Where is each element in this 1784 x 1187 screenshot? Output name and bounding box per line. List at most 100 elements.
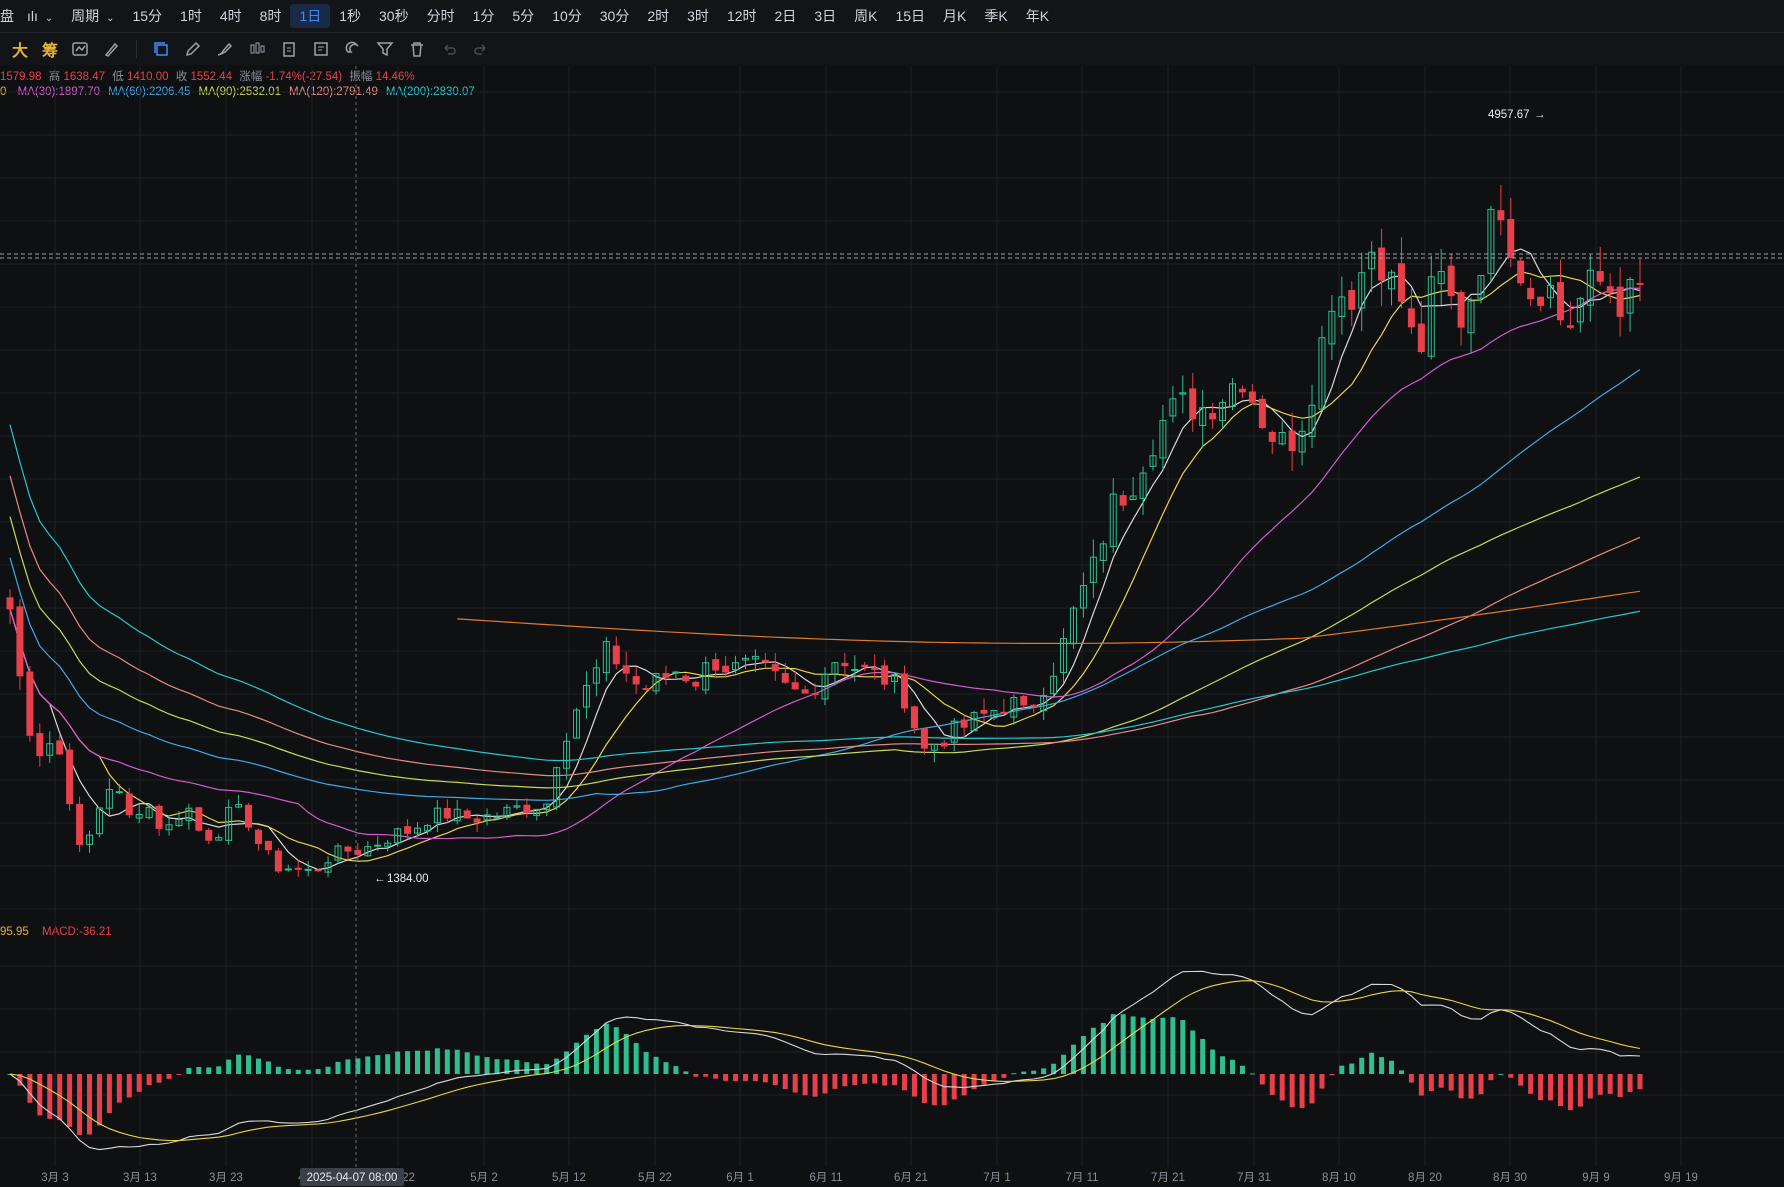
candle-body: [1209, 413, 1217, 420]
interval-21[interactable]: 年K: [1025, 8, 1050, 24]
interval-16[interactable]: 3日: [814, 8, 837, 24]
period-dropdown[interactable]: 周期 ⌄: [62, 4, 123, 28]
da-button[interactable]: 大: [12, 43, 29, 60]
chou-button[interactable]: 筹: [42, 43, 59, 60]
interval-11[interactable]: 30分: [599, 8, 630, 24]
macd-bar: [832, 1074, 838, 1089]
candle-body: [473, 818, 481, 823]
macd-bar: [1329, 1074, 1335, 1076]
pen-settings-icon[interactable]: [101, 38, 123, 60]
ma-long-line: [457, 590, 1641, 644]
x-tick-label: 7月 11: [1065, 1172, 1098, 1184]
interval-6[interactable]: 30秒: [379, 8, 409, 24]
candle-body: [354, 849, 362, 855]
interval-7[interactable]: 分时: [426, 8, 455, 24]
trash-icon[interactable]: [406, 38, 428, 60]
interval-12[interactable]: 2时: [647, 8, 670, 24]
interval-5[interactable]: 1秒: [339, 8, 362, 24]
ma-5-line: [9, 248, 1641, 871]
candle-body: [1288, 430, 1296, 452]
interval-19[interactable]: 月K: [943, 8, 967, 24]
copy-icon[interactable]: [150, 38, 172, 60]
macd-bar: [1210, 1049, 1216, 1074]
interval-13[interactable]: 3时: [687, 8, 709, 24]
interval-20[interactable]: 季K: [984, 8, 1008, 24]
macd-bar: [544, 1064, 550, 1074]
macd-bar: [474, 1055, 480, 1074]
candle-body: [1616, 286, 1624, 317]
macd-bar: [574, 1042, 580, 1074]
interval-15[interactable]: 2日: [774, 8, 797, 24]
interval-3[interactable]: 8时: [259, 8, 282, 24]
interval-17[interactable]: 周K: [854, 8, 878, 24]
candle-body: [1397, 263, 1405, 302]
magnet-icon[interactable]: [342, 38, 364, 60]
candle-body: [36, 733, 44, 757]
candle-body: [1308, 404, 1316, 437]
candle-body: [573, 709, 581, 739]
candle-body: [433, 807, 441, 824]
filter-icon[interactable]: [374, 38, 396, 60]
macd-bar: [1249, 1073, 1255, 1075]
chart-type-dropdown[interactable]: ılı ⌄: [18, 4, 62, 28]
macd-bar: [216, 1066, 222, 1074]
macd-bar: [723, 1074, 729, 1081]
macd-bar: [206, 1067, 212, 1074]
macd-bar: [902, 1074, 908, 1091]
candle-body: [910, 706, 918, 729]
macd-bar: [1577, 1074, 1583, 1107]
macd-bar: [911, 1074, 917, 1097]
interval-1[interactable]: 1时: [180, 8, 202, 24]
interval-0[interactable]: 15分: [132, 8, 163, 24]
macd-bar: [395, 1051, 401, 1074]
candle-body: [404, 826, 412, 834]
interval-4[interactable]: 1日: [290, 4, 331, 28]
undo-icon[interactable]: [438, 38, 460, 60]
edit-note-icon[interactable]: [310, 38, 332, 60]
macd-bar: [802, 1074, 808, 1096]
chevron-down-icon: ⌄: [106, 13, 115, 24]
macd-bar: [136, 1074, 142, 1092]
candle-body: [1119, 495, 1127, 506]
candle-body: [930, 743, 938, 751]
candle-body: [1159, 420, 1167, 459]
candles-icon[interactable]: [246, 38, 268, 60]
macd-bar: [603, 1023, 609, 1074]
candle-body: [1547, 284, 1555, 299]
interval-8[interactable]: 1分: [472, 8, 495, 24]
pencil-icon[interactable]: [182, 38, 204, 60]
macd-bar: [1090, 1027, 1096, 1074]
macd-bar: [246, 1055, 252, 1074]
macd-bar: [236, 1054, 242, 1074]
macd-bar: [1041, 1068, 1047, 1074]
interval-14[interactable]: 12时: [726, 8, 757, 24]
candle-body: [443, 808, 451, 819]
clipboard-icon[interactable]: [278, 38, 300, 60]
interval-9[interactable]: 5分: [512, 8, 535, 24]
candle-body: [563, 740, 571, 769]
interval-10[interactable]: 10分: [552, 8, 582, 24]
candle-body: [314, 869, 322, 872]
macd-bar: [1180, 1020, 1186, 1074]
macd-bar: [1289, 1074, 1295, 1108]
candle-body: [652, 673, 660, 692]
indicator-toggle-icon[interactable]: [69, 38, 91, 60]
macd-bar: [564, 1051, 570, 1074]
macd-bar: [852, 1074, 858, 1086]
interval-list: 15分 1时 4时 8时 1日 1秒 30秒 分时 1分 5分 10分 30分 2时 3时 12时 2日 3日 周…: [123, 4, 1058, 28]
candle-body: [6, 597, 14, 610]
interval-2[interactable]: 4时: [219, 8, 242, 24]
macd-bar: [1627, 1074, 1633, 1092]
macd-bar: [1140, 1017, 1146, 1074]
interval-18[interactable]: 15日: [895, 8, 926, 24]
redo-icon[interactable]: [470, 38, 492, 60]
candle-body: [761, 659, 769, 663]
macd-bar: [921, 1074, 927, 1104]
macd-bar: [1389, 1060, 1395, 1074]
macd-bar: [156, 1074, 162, 1083]
candle-body: [274, 850, 282, 872]
macd-bar: [434, 1048, 440, 1074]
brush-icon[interactable]: [214, 38, 236, 60]
